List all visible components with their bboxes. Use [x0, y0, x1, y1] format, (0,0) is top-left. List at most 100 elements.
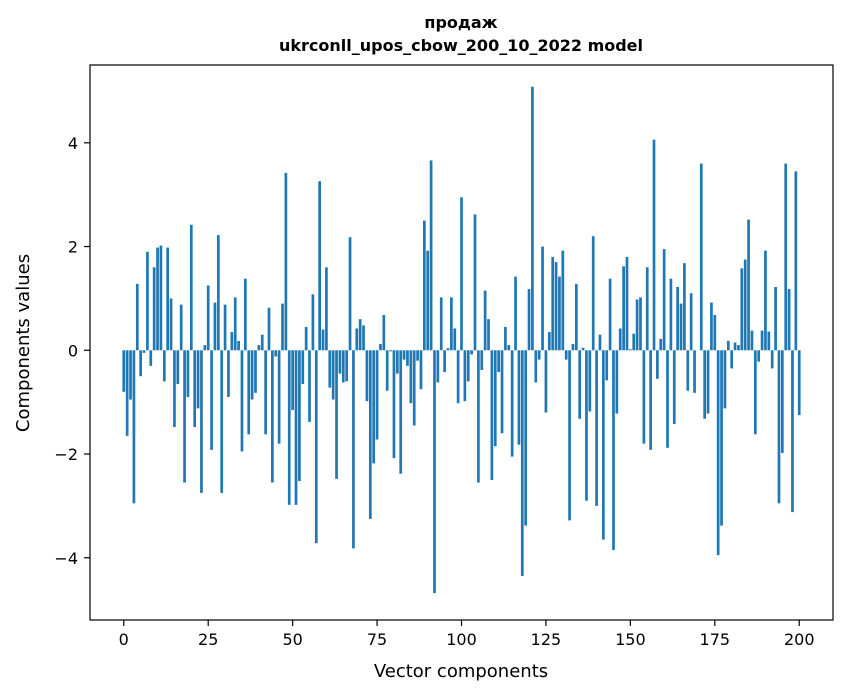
- bar-127: [551, 256, 555, 351]
- bar-41: [260, 334, 264, 351]
- bar-113: [504, 326, 507, 351]
- bar-17: [179, 304, 183, 351]
- bar-133: [571, 344, 575, 351]
- bar-169: [693, 350, 696, 393]
- bar-67: [348, 237, 352, 351]
- bar-51: [294, 350, 298, 505]
- bar-195: [780, 350, 784, 453]
- bar-93: [436, 350, 440, 383]
- bar-117: [517, 350, 521, 445]
- bar-71: [362, 325, 365, 351]
- bar-57: [314, 350, 318, 544]
- bar-3: [132, 350, 136, 504]
- bar-174: [710, 302, 713, 351]
- bar-106: [480, 350, 484, 370]
- bar-29: [220, 350, 224, 493]
- bar-19: [186, 350, 190, 397]
- bar-148: [622, 266, 625, 351]
- bar-95: [443, 350, 446, 373]
- bar-161: [666, 350, 669, 448]
- bar-112: [500, 350, 504, 434]
- bar-172: [703, 350, 707, 419]
- y-tick-label: 2: [68, 238, 78, 257]
- bar-64: [338, 350, 342, 374]
- bar-200: [797, 350, 801, 416]
- bar-164: [676, 287, 679, 351]
- bar-13: [166, 247, 170, 351]
- bar-136: [581, 347, 585, 351]
- chart-title: продаж: [424, 13, 497, 32]
- bar-101: [463, 350, 467, 402]
- bar-186: [750, 330, 754, 351]
- bar-81: [395, 350, 399, 374]
- bar-177: [720, 350, 723, 526]
- bar-137: [585, 350, 588, 501]
- bar-188: [757, 350, 761, 362]
- bar-65: [341, 350, 345, 383]
- bar-151: [632, 333, 636, 351]
- bar-107: [483, 290, 487, 351]
- bar-48: [284, 172, 288, 351]
- bar-56: [311, 294, 315, 351]
- bar-24: [203, 345, 207, 351]
- bar-91: [429, 160, 433, 351]
- bar-123: [537, 350, 541, 360]
- y-tick-label: 0: [68, 341, 78, 360]
- bar-92: [433, 350, 436, 594]
- bar-70: [358, 319, 362, 351]
- bar-46: [277, 350, 281, 444]
- bar-175: [713, 315, 717, 351]
- bar-16: [176, 350, 180, 384]
- bar-150: [629, 349, 632, 351]
- bar-178: [723, 350, 727, 409]
- bar-23: [200, 350, 203, 493]
- bar-184: [743, 259, 747, 351]
- bar-2: [129, 350, 132, 400]
- bar-63: [335, 350, 338, 479]
- bar-159: [659, 338, 663, 351]
- bar-105: [477, 350, 480, 483]
- bar-179: [726, 340, 730, 351]
- bar-14: [169, 298, 173, 351]
- bar-39: [254, 350, 257, 393]
- bar-118: [520, 350, 524, 576]
- bar-7: [146, 251, 149, 351]
- bar-60: [325, 267, 328, 351]
- x-tick-label: 125: [531, 630, 562, 649]
- bar-180: [730, 350, 734, 369]
- bar-86: [412, 350, 416, 426]
- bar-54: [304, 326, 308, 351]
- bar-73: [368, 350, 372, 519]
- bar-181: [733, 342, 737, 351]
- bar-68: [352, 350, 355, 549]
- bar-99: [456, 350, 460, 404]
- bar-38: [250, 350, 254, 400]
- bar-143: [605, 350, 609, 381]
- bar-37: [247, 350, 251, 435]
- bar-9: [152, 267, 156, 351]
- bar-21: [193, 350, 197, 428]
- bar-128: [554, 262, 558, 351]
- bar-55: [308, 350, 311, 422]
- bar-82: [399, 350, 403, 474]
- bar-1: [125, 350, 129, 436]
- bar-72: [365, 350, 369, 402]
- bar-66: [345, 350, 349, 382]
- bar-125: [544, 350, 548, 413]
- bar-126: [547, 332, 551, 351]
- bar-53: [301, 350, 305, 384]
- bar-75: [375, 350, 379, 440]
- bar-153: [639, 297, 642, 351]
- bar-191: [767, 331, 771, 351]
- bar-0: [122, 350, 126, 392]
- bar-83: [402, 350, 406, 360]
- bar-196: [784, 163, 788, 351]
- bar-98: [453, 328, 457, 351]
- bar-45: [274, 350, 278, 357]
- bar-135: [578, 350, 582, 419]
- x-tick-label: 100: [446, 630, 477, 649]
- bar-124: [541, 246, 544, 351]
- bar-176: [716, 350, 720, 556]
- bar-154: [642, 350, 646, 444]
- bar-103: [470, 350, 473, 355]
